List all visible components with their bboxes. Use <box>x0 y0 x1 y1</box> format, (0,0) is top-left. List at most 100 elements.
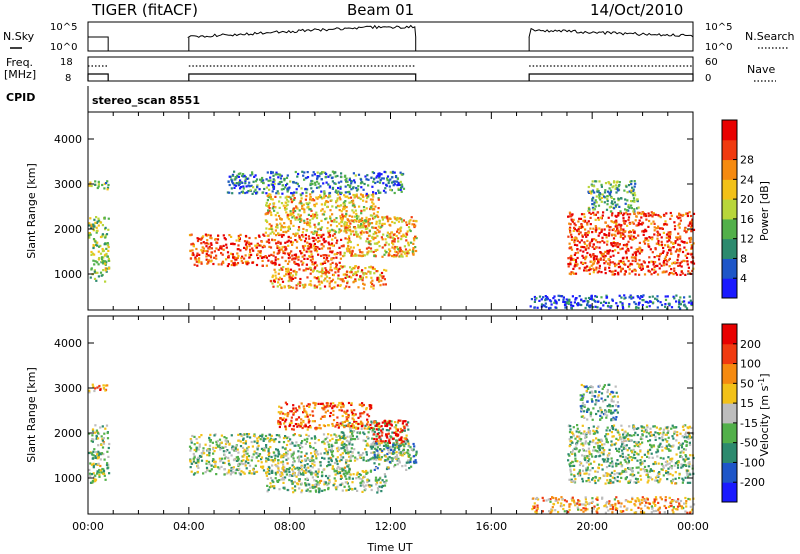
data-cell <box>227 469 231 472</box>
data-cell <box>94 387 97 390</box>
data-cell <box>648 256 651 259</box>
data-cell <box>272 251 276 254</box>
data-cell <box>633 268 636 271</box>
data-cell <box>582 262 585 265</box>
data-cell <box>638 252 641 255</box>
data-cell <box>374 444 377 447</box>
data-cell <box>339 265 342 268</box>
data-cell <box>349 179 353 183</box>
data-cell <box>315 216 319 220</box>
data-cell <box>287 229 290 232</box>
data-cell <box>403 429 406 432</box>
data-cell <box>240 470 243 473</box>
data-cell <box>277 252 280 255</box>
data-cell <box>315 474 318 478</box>
data-cell <box>660 240 663 243</box>
data-cell <box>304 283 307 286</box>
data-cell <box>206 454 209 457</box>
data-cell <box>342 273 345 276</box>
data-cell <box>665 253 669 257</box>
data-cell <box>397 220 401 223</box>
data-cell <box>381 431 384 434</box>
data-cell <box>328 271 331 274</box>
data-cell <box>310 284 313 287</box>
data-cell <box>668 239 671 242</box>
data-cell <box>189 234 192 237</box>
data-cell <box>679 216 682 219</box>
data-cell <box>277 462 280 465</box>
data-cell <box>644 229 648 233</box>
data-cell <box>385 251 388 254</box>
data-cell <box>412 442 415 446</box>
data-cell <box>630 207 633 210</box>
data-cell <box>209 440 212 443</box>
data-cell <box>648 261 651 264</box>
data-cell <box>396 456 399 459</box>
data-cell <box>199 238 203 241</box>
data-cell <box>234 448 237 451</box>
data-cell <box>355 220 358 223</box>
data-cell <box>583 300 586 303</box>
data-cell <box>633 212 636 215</box>
data-cell <box>277 182 280 186</box>
data-cell <box>219 460 222 463</box>
data-cell <box>346 282 349 285</box>
data-cell <box>290 421 293 424</box>
data-cell <box>568 299 571 303</box>
data-cell <box>333 182 336 185</box>
data-cell <box>335 220 338 223</box>
data-cell <box>316 270 319 273</box>
data-cell <box>340 421 343 424</box>
data-cell <box>215 247 218 250</box>
data-cell <box>281 473 284 476</box>
data-cell <box>359 420 363 423</box>
data-cell <box>92 472 95 475</box>
data-cell <box>251 445 254 448</box>
data-cell <box>399 431 402 434</box>
data-cell <box>664 295 667 298</box>
data-cell <box>633 231 636 234</box>
data-cell <box>350 454 353 457</box>
data-cell <box>346 435 349 438</box>
data-cell <box>600 185 603 188</box>
data-cell <box>257 454 260 458</box>
data-cell <box>348 220 351 223</box>
data-cell <box>244 440 248 443</box>
data-cell <box>571 271 574 274</box>
data-cell <box>343 442 346 445</box>
data-cell <box>245 458 249 461</box>
data-cell <box>322 233 325 236</box>
data-cell <box>379 178 382 181</box>
data-cell <box>314 245 317 249</box>
data-cell <box>579 231 582 234</box>
data-cell <box>260 240 263 243</box>
data-cell <box>309 245 312 248</box>
data-cell <box>282 230 285 234</box>
data-cell <box>345 411 348 414</box>
data-cell <box>385 422 388 425</box>
data-cell <box>356 489 359 492</box>
data-cell <box>680 265 683 268</box>
data-cell <box>191 249 194 252</box>
data-cell <box>385 434 388 437</box>
data-cell <box>324 202 327 205</box>
data-cell <box>287 269 290 272</box>
data-cell <box>393 180 396 183</box>
data-cell <box>658 233 661 236</box>
data-cell <box>271 198 274 201</box>
data-cell <box>304 187 307 191</box>
data-cell <box>342 255 345 258</box>
data-cell <box>339 187 342 190</box>
data-cell <box>371 217 375 220</box>
data-cell <box>227 462 231 465</box>
data-cell <box>379 273 382 276</box>
data-cell <box>385 184 388 187</box>
data-cell <box>335 435 338 438</box>
nsearch-label: N.Search <box>745 30 795 43</box>
data-cell <box>321 268 324 271</box>
data-cell <box>302 411 305 414</box>
data-cell <box>373 254 376 258</box>
data-cell <box>315 490 318 493</box>
data-cell <box>192 253 195 257</box>
data-cell <box>342 431 345 434</box>
